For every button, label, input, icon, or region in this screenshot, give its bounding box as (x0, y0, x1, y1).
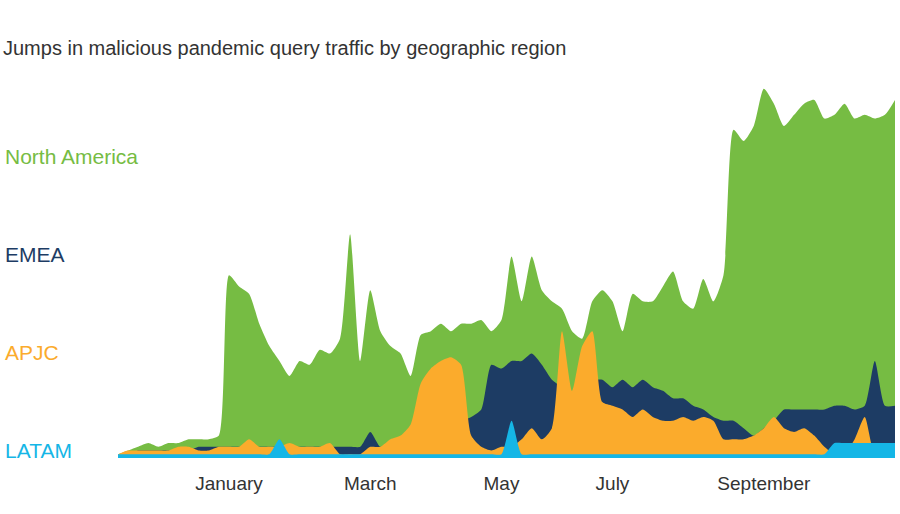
svg-text:March: March (344, 473, 397, 494)
svg-text:LATAM: LATAM (5, 439, 72, 462)
svg-text:July: July (596, 473, 630, 494)
svg-text:APJC: APJC (5, 341, 59, 364)
svg-text:Jumps in malicious pandemic qu: Jumps in malicious pandemic query traffi… (3, 37, 566, 59)
svg-text:January: January (195, 473, 263, 494)
svg-text:EMEA: EMEA (5, 243, 65, 266)
svg-text:North America: North America (5, 145, 138, 168)
svg-text:September: September (717, 473, 811, 494)
svg-text:May: May (483, 473, 519, 494)
